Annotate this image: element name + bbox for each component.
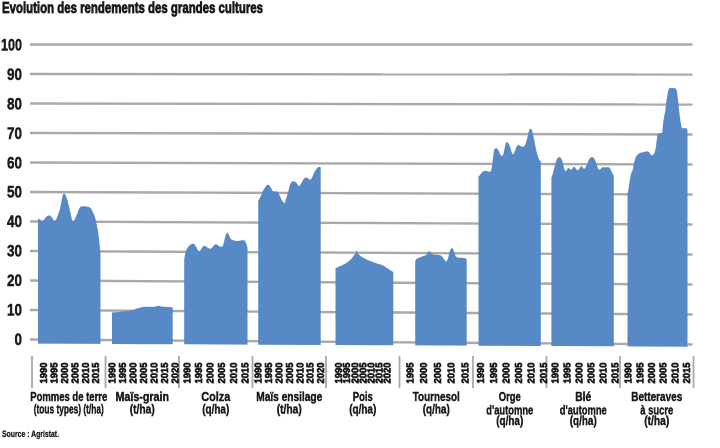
svg-text:Colza: Colza [201,389,231,404]
svg-text:1990: 1990 [624,362,635,383]
svg-text:50: 50 [7,183,22,202]
svg-text:100: 100 [1,36,22,55]
svg-text:(q/ha): (q/ha) [202,401,229,416]
svg-text:2010: 2010 [527,362,538,383]
svg-text:(q/ha): (q/ha) [349,401,376,416]
svg-text:2020: 2020 [316,362,327,383]
svg-text:(q/ha): (q/ha) [570,413,597,428]
svg-text:30: 30 [7,242,22,261]
svg-text:80: 80 [7,94,22,113]
svg-text:2000: 2000 [575,362,586,383]
svg-text:(q/ha): (q/ha) [496,413,523,428]
svg-text:2015: 2015 [91,362,102,383]
svg-text:Betteraves: Betteraves [631,389,682,404]
svg-text:(tous types) (t/ha): (tous types) (t/ha) [34,401,104,416]
svg-text:(t/ha): (t/ha) [644,413,669,428]
svg-text:Orge: Orge [499,389,521,404]
svg-text:à sucre: à sucre [640,403,673,418]
svg-text:2010: 2010 [670,362,681,383]
svg-text:2000: 2000 [501,362,512,383]
svg-text:1990: 1990 [108,362,119,383]
svg-text:Blé: Blé [575,389,591,404]
svg-text:1990: 1990 [476,362,487,383]
svg-text:2005: 2005 [587,362,598,383]
svg-text:1995: 1995 [118,362,129,383]
svg-text:Maïs ensilage: Maïs ensilage [256,389,322,404]
svg-text:(q/ha): (q/ha) [423,401,450,416]
svg-text:Tournesol: Tournesol [413,389,460,404]
svg-text:1995: 1995 [342,362,353,383]
svg-text:1995: 1995 [194,362,205,383]
svg-text:1995: 1995 [563,362,574,383]
svg-text:Pois: Pois [353,389,373,404]
svg-text:Maïs-grain: Maïs-grain [116,389,170,404]
svg-text:2010: 2010 [366,362,377,383]
svg-text:(t/ha): (t/ha) [130,401,155,416]
svg-text:90: 90 [7,65,22,84]
svg-text:40: 40 [7,212,22,231]
svg-text:2005: 2005 [139,362,150,383]
svg-text:2000: 2000 [60,362,71,383]
svg-text:2000: 2000 [275,362,286,383]
svg-text:60: 60 [7,153,22,172]
svg-text:2005: 2005 [70,362,81,383]
svg-text:2000: 2000 [206,362,217,383]
svg-text:2015: 2015 [539,362,550,383]
svg-text:2010: 2010 [81,362,92,383]
svg-text:2010: 2010 [447,362,458,383]
svg-text:Evolution des rendements des g: Evolution des rendements des grandes cul… [2,0,263,17]
svg-text:Pommes de terre: Pommes de terre [30,389,107,404]
svg-text:2010: 2010 [150,362,161,383]
svg-text:2000: 2000 [647,362,658,383]
svg-text:d'automne: d'automne [486,403,533,418]
svg-text:2000: 2000 [419,362,430,383]
svg-text:2005: 2005 [217,362,228,383]
svg-text:1995: 1995 [406,362,417,383]
svg-text:2010: 2010 [229,362,240,383]
svg-text:2005: 2005 [358,362,369,383]
svg-text:2015: 2015 [374,362,385,383]
svg-text:2005: 2005 [659,362,670,383]
svg-text:2010: 2010 [599,362,610,383]
svg-text:1995: 1995 [489,362,500,383]
svg-text:70: 70 [7,124,22,143]
svg-text:0: 0 [15,330,23,349]
svg-text:1995: 1995 [635,362,646,383]
svg-text:d'automne: d'automne [560,403,607,418]
svg-text:2015: 2015 [306,362,317,383]
svg-text:10: 10 [7,300,22,319]
svg-text:1990: 1990 [182,362,193,383]
svg-text:1990: 1990 [334,362,345,383]
svg-text:2020: 2020 [383,362,394,383]
svg-text:1995: 1995 [50,362,61,383]
svg-text:2015: 2015 [240,362,251,383]
svg-text:2015: 2015 [682,362,693,383]
svg-text:1995: 1995 [264,362,275,383]
svg-text:(t/ha): (t/ha) [277,401,302,416]
svg-text:2005: 2005 [433,362,444,383]
svg-text:2000: 2000 [350,362,361,383]
svg-text:1990: 1990 [254,362,265,383]
svg-text:Source : Agristat.: Source : Agristat. [2,429,59,440]
svg-text:2015: 2015 [460,362,471,383]
svg-text:2005: 2005 [514,362,525,383]
svg-text:1990: 1990 [39,362,50,383]
svg-text:2000: 2000 [129,362,140,383]
svg-text:2005: 2005 [285,362,296,383]
svg-text:1990: 1990 [551,362,562,383]
svg-text:2015: 2015 [160,362,171,383]
svg-text:2020: 2020 [170,362,181,383]
svg-text:2010: 2010 [295,362,306,383]
svg-text:2015: 2015 [610,362,621,383]
svg-text:20: 20 [7,271,22,290]
